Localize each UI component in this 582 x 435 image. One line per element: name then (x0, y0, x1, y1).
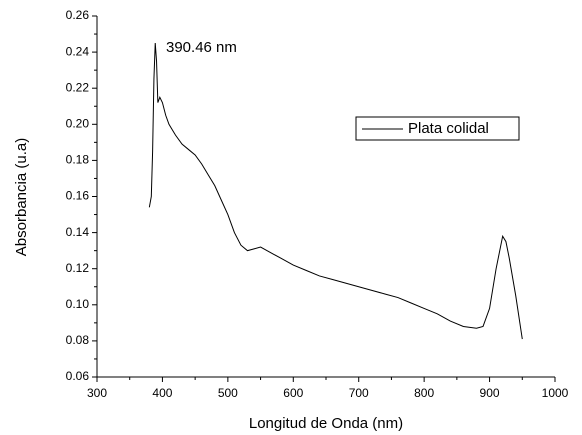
x-tick-label: 1000 (542, 386, 569, 400)
x-tick-label: 400 (152, 386, 172, 400)
y-tick-label: 0.22 (66, 80, 90, 94)
y-tick-label: 0.14 (66, 225, 90, 239)
y-tick-label: 0.08 (66, 333, 90, 347)
y-tick-label: 0.16 (66, 189, 90, 203)
y-tick-label: 0.18 (66, 153, 90, 167)
y-tick-label: 0.12 (66, 261, 90, 275)
x-tick-label: 700 (349, 386, 369, 400)
x-axis-label: Longitud de Onda (nm) (249, 415, 403, 432)
y-tick-label: 0.26 (66, 8, 90, 22)
x-tick-label: 300 (87, 386, 107, 400)
y-tick-label: 0.06 (66, 369, 90, 383)
x-tick-label: 500 (218, 386, 238, 400)
y-tick-label: 0.20 (66, 116, 90, 130)
y-axis-label: Absorbancia (u.a) (13, 138, 30, 256)
y-tick-label: 0.24 (66, 44, 90, 58)
legend-box (355, 116, 520, 141)
legend-label: Plata colidal (408, 120, 489, 137)
y-tick-label: 0.10 (66, 297, 90, 311)
x-tick-label: 600 (283, 386, 303, 400)
annotation: 390.46 nm (166, 39, 237, 56)
data-line (148, 43, 523, 340)
x-tick-label: 800 (414, 386, 434, 400)
x-tick-label: 900 (480, 386, 500, 400)
